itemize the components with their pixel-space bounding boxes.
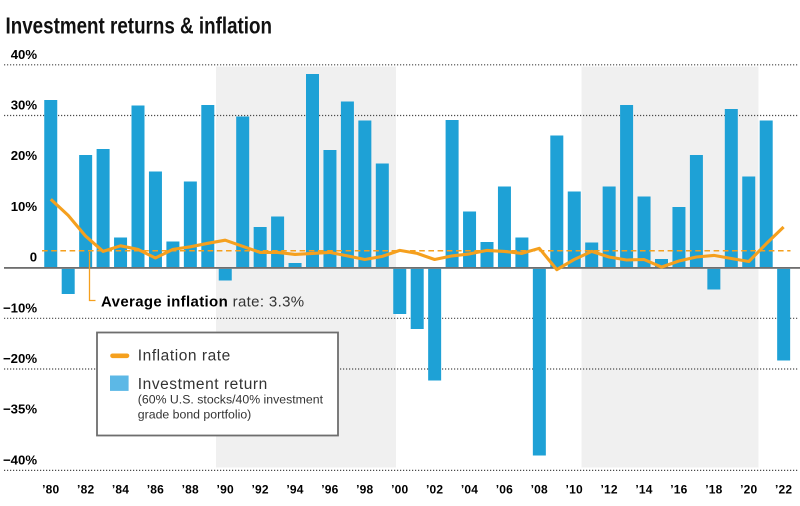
svg-text:’04: ’04 bbox=[461, 483, 478, 497]
svg-text:10%: 10% bbox=[11, 199, 38, 214]
svg-text:’00: ’00 bbox=[391, 483, 408, 497]
svg-text:’02: ’02 bbox=[426, 483, 443, 497]
svg-text:’92: ’92 bbox=[251, 483, 268, 497]
svg-text:’96: ’96 bbox=[321, 483, 338, 497]
svg-text:−40%: −40% bbox=[3, 452, 37, 467]
svg-text:’10: ’10 bbox=[566, 483, 583, 497]
svg-text:’98: ’98 bbox=[356, 483, 373, 497]
svg-text:’90: ’90 bbox=[217, 483, 234, 497]
svg-text:’14: ’14 bbox=[635, 483, 652, 497]
svg-text:’86: ’86 bbox=[147, 483, 164, 497]
svg-text:’20: ’20 bbox=[740, 483, 757, 497]
svg-text:’80: ’80 bbox=[42, 483, 59, 497]
svg-text:0: 0 bbox=[30, 250, 37, 265]
svg-text:(60% U.S. stocks/40% investmen: (60% U.S. stocks/40% investment bbox=[138, 393, 324, 407]
svg-text:’84: ’84 bbox=[112, 483, 129, 497]
svg-text:Inflation rate: Inflation rate bbox=[138, 348, 231, 365]
svg-text:’06: ’06 bbox=[496, 483, 513, 497]
svg-text:−35%: −35% bbox=[3, 402, 37, 417]
svg-text:−20%: −20% bbox=[3, 351, 37, 366]
svg-text:’12: ’12 bbox=[600, 483, 617, 497]
svg-text:−10%: −10% bbox=[3, 300, 37, 315]
svg-text:’18: ’18 bbox=[705, 483, 722, 497]
svg-text:Investment return: Investment return bbox=[138, 376, 268, 393]
svg-text:’16: ’16 bbox=[670, 483, 687, 497]
svg-text:Investment returns & inflation: Investment returns & inflation bbox=[6, 13, 273, 39]
svg-text:grade bond portfolio): grade bond portfolio) bbox=[138, 408, 251, 422]
svg-text:’88: ’88 bbox=[182, 483, 199, 497]
svg-text:Average inflation rate: 3.3%: Average inflation rate: 3.3% bbox=[101, 293, 304, 310]
svg-text:40%: 40% bbox=[11, 47, 38, 62]
svg-text:20%: 20% bbox=[11, 148, 38, 163]
svg-text:’08: ’08 bbox=[531, 483, 548, 497]
svg-text:’82: ’82 bbox=[77, 483, 94, 497]
svg-text:’94: ’94 bbox=[286, 483, 303, 497]
svg-text:’22: ’22 bbox=[775, 483, 792, 497]
svg-text:30%: 30% bbox=[11, 98, 38, 113]
